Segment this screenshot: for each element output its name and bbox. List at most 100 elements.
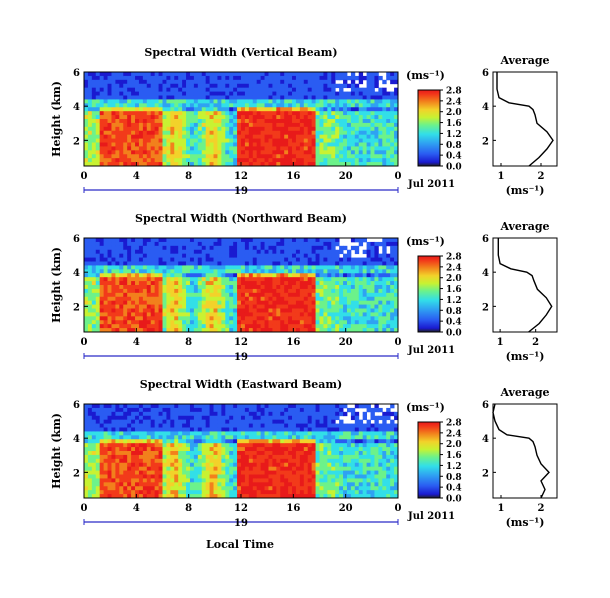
panel-title: Spectral Width (Northward Beam) bbox=[135, 212, 347, 225]
profile-line bbox=[492, 403, 550, 499]
colorbar-unit: (ms⁻¹) bbox=[406, 69, 445, 82]
profile-x-tick-label: 2 bbox=[538, 503, 545, 514]
colorbar-tick-label: 1.6 bbox=[446, 451, 462, 461]
y-tick-label: 4 bbox=[73, 268, 80, 279]
profile-x-tick-label: 1 bbox=[498, 503, 505, 514]
colorbar bbox=[417, 255, 441, 333]
x-tick-label: 8 bbox=[185, 503, 192, 514]
x-tick-label: 16 bbox=[286, 503, 300, 514]
profile-title: Average bbox=[499, 386, 549, 399]
heatmap-cells bbox=[84, 404, 399, 499]
profile-frame bbox=[492, 71, 558, 167]
profile-line bbox=[496, 72, 554, 167]
day-label: 19 bbox=[234, 352, 248, 363]
x-tick-label: 0 bbox=[81, 503, 88, 514]
x-tick-label: 0 bbox=[81, 171, 88, 182]
bottom-axis-label: Local Time bbox=[206, 538, 274, 551]
x-tick-label: 12 bbox=[234, 171, 248, 182]
x-tick-label: 4 bbox=[133, 503, 140, 514]
profile-unit: (ms⁻¹) bbox=[506, 350, 545, 363]
x-tick-label: 0 bbox=[395, 503, 402, 514]
colorbar-tick-label: 0.0 bbox=[446, 495, 462, 505]
y-tick-label: 6 bbox=[73, 234, 80, 245]
colorbar-tick-label: 2.0 bbox=[446, 440, 462, 450]
colorbar-tick-label: 2.4 bbox=[446, 429, 462, 439]
profile-unit: (ms⁻¹) bbox=[506, 516, 545, 529]
panel-3: Spectral Width (Eastward Beam) 2 4 6 Height … bbox=[50, 378, 558, 529]
heatmap-cells bbox=[84, 238, 399, 333]
day-label: 19 bbox=[234, 518, 248, 529]
profile-frame bbox=[492, 237, 558, 333]
x-tick-label: 8 bbox=[185, 337, 192, 348]
x-tick-label: 20 bbox=[339, 503, 353, 514]
colorbar-tick-label: 0.8 bbox=[446, 141, 462, 151]
y-axis-label: Height (km) bbox=[50, 81, 63, 157]
colorbar-tick-label: 1.2 bbox=[446, 296, 462, 306]
x-tick-label: 16 bbox=[286, 171, 300, 182]
profile-line bbox=[497, 238, 553, 333]
colorbar bbox=[417, 89, 441, 167]
x-tick-label: 4 bbox=[133, 337, 140, 348]
x-tick-label: 16 bbox=[286, 337, 300, 348]
x-tick-label: 12 bbox=[234, 503, 248, 514]
profile-x-tick-label: 1 bbox=[498, 171, 505, 182]
colorbar-tick-label: 2.8 bbox=[446, 87, 462, 97]
colorbar-tick-label: 1.2 bbox=[446, 462, 462, 472]
y-tick-label: 6 bbox=[73, 68, 80, 79]
colorbar-tick-label: 1.6 bbox=[446, 119, 462, 129]
profile-y-tick-label: 2 bbox=[482, 302, 489, 313]
y-axis-label: Height (km) bbox=[50, 413, 63, 489]
colorbar-tick-label: 0.4 bbox=[446, 152, 462, 162]
x-tick-label: 20 bbox=[339, 337, 353, 348]
panel-2: Spectral Width (Northward Beam) 2 4 6 Height… bbox=[50, 212, 558, 363]
colorbar-tick-label: 2.0 bbox=[446, 108, 462, 118]
day-label: 19 bbox=[234, 186, 248, 197]
colorbar-tick-label: 0.4 bbox=[446, 318, 462, 328]
x-tick-label: 4 bbox=[133, 171, 140, 182]
panel-title: Spectral Width (Eastward Beam) bbox=[140, 378, 342, 391]
colorbar-tick-label: 0.8 bbox=[446, 473, 462, 483]
colorbar-tick-label: 2.8 bbox=[446, 419, 462, 429]
profile-y-tick-label: 2 bbox=[482, 468, 489, 479]
x-tick-label: 0 bbox=[395, 337, 402, 348]
colorbar-tick-label: 1.6 bbox=[446, 285, 462, 295]
profile-x-tick-label: 1 bbox=[497, 337, 504, 348]
profile-y-tick-label: 2 bbox=[482, 136, 489, 147]
panel-1: Spectral Width (Vertical Beam) 2 4 6 Height … bbox=[50, 46, 558, 197]
y-tick-label: 6 bbox=[73, 400, 80, 411]
profile-x-tick-label: 2 bbox=[538, 171, 545, 182]
y-tick-label: 2 bbox=[73, 136, 80, 147]
colorbar-unit: (ms⁻¹) bbox=[406, 401, 445, 414]
colorbar-tick-label: 2.4 bbox=[446, 97, 462, 107]
x-tick-label: 20 bbox=[339, 171, 353, 182]
profile-y-tick-label: 4 bbox=[482, 102, 489, 113]
y-axis-label: Height (km) bbox=[50, 247, 63, 323]
colorbar-tick-label: 2.4 bbox=[446, 263, 462, 273]
profile-y-tick-label: 6 bbox=[482, 68, 489, 79]
colorbar-tick-label: 0.4 bbox=[446, 484, 462, 494]
x-tick-label: 0 bbox=[395, 171, 402, 182]
date-label: Jul 2011 bbox=[407, 511, 455, 522]
colorbar-tick-label: 1.2 bbox=[446, 130, 462, 140]
profile-title: Average bbox=[499, 54, 549, 67]
profile-unit: (ms⁻¹) bbox=[506, 184, 545, 197]
y-tick-label: 4 bbox=[73, 102, 80, 113]
profile-x-tick-label: 2 bbox=[532, 337, 539, 348]
profile-y-tick-label: 6 bbox=[482, 400, 489, 411]
profile-frame bbox=[492, 403, 558, 499]
y-tick-label: 2 bbox=[73, 302, 80, 313]
colorbar-tick-label: 0.0 bbox=[446, 163, 462, 173]
colorbar-tick-label: 2.0 bbox=[446, 274, 462, 284]
colorbar-tick-label: 2.8 bbox=[446, 253, 462, 263]
profile-y-tick-label: 6 bbox=[482, 234, 489, 245]
y-tick-label: 2 bbox=[73, 468, 80, 479]
colorbar bbox=[417, 421, 441, 499]
colorbar-tick-label: 0.8 bbox=[446, 307, 462, 317]
date-label: Jul 2011 bbox=[407, 345, 455, 356]
x-tick-label: 0 bbox=[81, 337, 88, 348]
profile-y-tick-label: 4 bbox=[482, 434, 489, 445]
colorbar-tick-label: 0.0 bbox=[446, 329, 462, 339]
x-tick-label: 8 bbox=[185, 171, 192, 182]
profile-y-tick-label: 4 bbox=[482, 268, 489, 279]
